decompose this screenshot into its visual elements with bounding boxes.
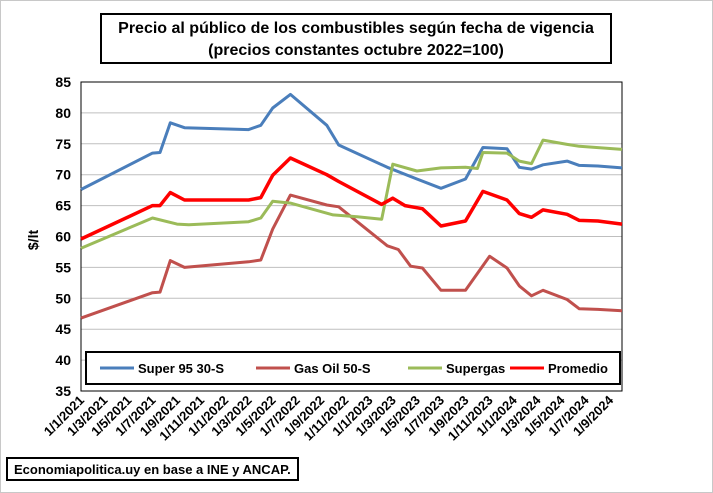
legend-label: Gas Oil 50-S (294, 361, 371, 376)
y-tick-label: 85 (55, 74, 71, 90)
y-tick-label: 60 (55, 229, 71, 245)
y-tick-label: 55 (55, 259, 71, 275)
legend-label: Promedio (548, 361, 608, 376)
legend-label: Super 95 30-S (138, 361, 224, 376)
y-tick-label: 65 (55, 198, 71, 214)
y-tick-label: 50 (55, 290, 71, 306)
y-tick-label: 40 (55, 352, 71, 368)
series-line-promedio (80, 156, 623, 241)
series-lines (80, 92, 623, 320)
legend-label: Supergas (446, 361, 505, 376)
chart-title-box: Precio al público de los combustibles se… (100, 13, 612, 64)
plot-area-border (80, 81, 623, 392)
y-tick-label: 70 (55, 167, 71, 183)
y-tick-label: 35 (55, 383, 71, 399)
chart-subtitle: (precios constantes octubre 2022=100) (208, 42, 504, 59)
y-tick-label: 75 (55, 136, 71, 152)
source-note: Economiapolitica.uy en base a INE y ANCA… (6, 457, 299, 481)
chart-title: Precio al público de los combustibles se… (118, 20, 594, 37)
y-axis-ticks: 35 40 45 50 55 60 65 70 75 80 85 (55, 74, 71, 399)
y-tick-label: 80 (55, 105, 71, 121)
series-line-gas-oil-50-s (80, 193, 623, 320)
legend: Super 95 30-S Gas Oil 50-S Supergas Promedi… (85, 351, 621, 385)
series-line-super-95-30-s (80, 92, 623, 191)
y-tick-label: 45 (55, 321, 71, 337)
y-axis-label: $/lt (25, 230, 41, 251)
x-axis-ticks: 1/1/20211/3/20211/5/20211/7/20211/9/2021… (41, 392, 617, 444)
series-line-supergas (80, 138, 623, 250)
